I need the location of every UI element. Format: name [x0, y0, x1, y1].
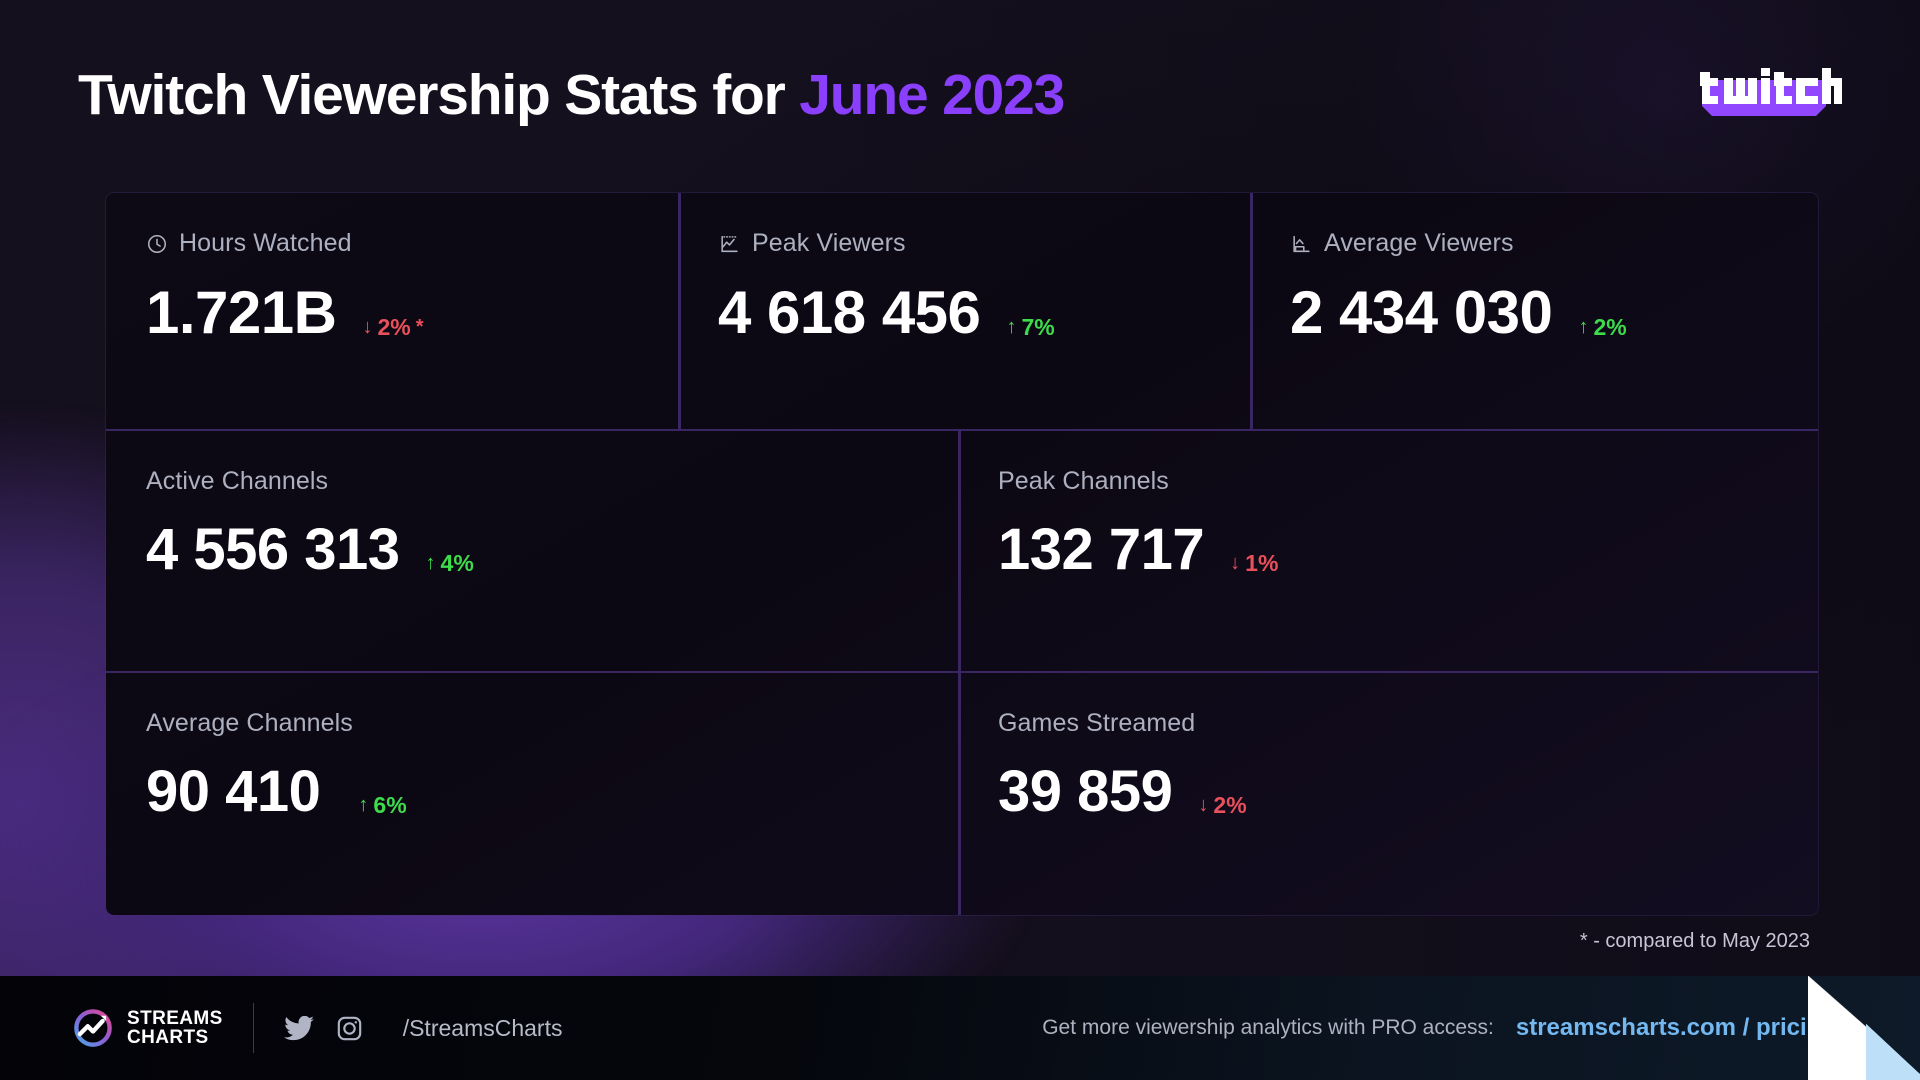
- footer-left-group: STREAMS CHARTS /Stre: [72, 1003, 562, 1053]
- arrow-down-icon: ↓: [1198, 794, 1209, 816]
- stat-value-row: 1.721B ↓ 2% *: [146, 278, 678, 347]
- social-handle[interactable]: /StreamsCharts: [402, 1014, 563, 1041]
- stat-value-row: 39 859 ↓ 2%: [998, 758, 1818, 825]
- stat-label-row: Average Viewers: [1290, 229, 1818, 258]
- page-title-main: Twitch Viewership Stats for: [78, 63, 800, 127]
- divider-horizontal-1: [106, 429, 1818, 431]
- stat-value: 1.721B: [146, 279, 337, 346]
- stat-label-row: Games Streamed: [998, 709, 1818, 738]
- stat-value-row: 2 434 030 ↑ 2%: [1290, 278, 1818, 347]
- stat-delta: ↑ 7%: [1006, 314, 1054, 341]
- stat-label-text: Peak Viewers: [752, 229, 906, 257]
- stat-delta-value: 2%: [1593, 313, 1627, 340]
- streamscharts-logo[interactable]: STREAMS CHARTS: [72, 1007, 223, 1049]
- page-title-period: June 2023: [799, 63, 1065, 127]
- corner-accent-blue: [1866, 1024, 1920, 1080]
- stat-value-row: 90 410 ↑ 6%: [146, 758, 958, 825]
- stat-label-row: Hours Watched: [146, 229, 678, 258]
- stat-delta-value: 2%: [1213, 791, 1247, 818]
- instagram-icon[interactable]: [336, 1015, 363, 1042]
- comparison-footnote: * - compared to May 2023: [1579, 930, 1810, 952]
- stat-value-row: 4 556 313 ↑ 4%: [146, 516, 958, 583]
- stat-label-text: Active Channels: [146, 467, 329, 495]
- arrow-up-icon: ↑: [358, 794, 369, 816]
- streamscharts-wordmark: STREAMS CHARTS: [127, 1007, 223, 1048]
- stat-delta-value: 6%: [373, 791, 407, 818]
- stat-card-hours-watched[interactable]: Hours Watched 1.721B ↓ 2% *: [106, 193, 678, 431]
- stat-delta: ↓ 2%: [1198, 792, 1246, 819]
- stat-card-games-streamed[interactable]: Games Streamed 39 859 ↓ 2%: [958, 673, 1818, 915]
- stat-card-peak-channels[interactable]: Peak Channels 132 717 ↓ 1%: [958, 431, 1818, 673]
- divider-horizontal-2: [106, 671, 1818, 673]
- stat-label-text: Average Viewers: [1324, 229, 1514, 257]
- peak-chart-icon: [718, 233, 741, 255]
- footer-divider: [252, 1003, 254, 1053]
- header: Twitch Viewership Stats for June 2023: [78, 62, 1842, 128]
- clock-icon: [146, 233, 168, 255]
- stats-grid: Hours Watched 1.721B ↓ 2% *: [106, 193, 1818, 915]
- divider-vertical-1: [678, 193, 681, 431]
- stat-delta-value: 2%: [377, 313, 411, 340]
- twitter-icon[interactable]: [283, 1015, 314, 1041]
- divider-vertical-2: [1250, 193, 1253, 431]
- footnote-marker: *: [415, 315, 424, 338]
- stat-card-active-channels[interactable]: Active Channels 4 556 313 ↑ 4%: [106, 431, 958, 673]
- pricing-link[interactable]: streamscharts.com / pricing: [1515, 1014, 1836, 1041]
- arrow-down-icon: ↓: [1230, 552, 1241, 574]
- stats-row-3: Average Channels 90 410 ↑ 6% Games Strea…: [106, 673, 1818, 915]
- stat-label-text: Peak Channels: [998, 467, 1169, 495]
- arrow-up-icon: ↑: [1578, 316, 1589, 338]
- wordmark-line-1: STREAMS: [127, 1007, 223, 1029]
- stat-value: 39 859: [998, 759, 1173, 824]
- divider-vertical-3: [958, 431, 961, 673]
- stat-card-peak-viewers[interactable]: Peak Viewers 4 618 456 ↑ 7%: [678, 193, 1250, 431]
- stat-value: 4 556 313: [146, 517, 400, 582]
- social-links: /StreamsCharts: [283, 1014, 563, 1042]
- stat-label-text: Hours Watched: [179, 229, 352, 257]
- arrow-up-icon: ↑: [425, 552, 436, 574]
- stat-value: 132 717: [998, 517, 1205, 582]
- footer-right-group: Get more viewership analytics with PRO a…: [1042, 1014, 1836, 1042]
- stat-delta: ↓ 1%: [1230, 550, 1278, 577]
- arrow-up-icon: ↑: [1006, 316, 1017, 338]
- stats-row-2: Active Channels 4 556 313 ↑ 4% Peak Chan…: [106, 431, 1818, 673]
- stat-value-row: 132 717 ↓ 1%: [998, 516, 1818, 583]
- streamscharts-logo-icon: [74, 1009, 112, 1047]
- stat-label-row: Peak Channels: [998, 467, 1818, 496]
- stat-label-text: Games Streamed: [998, 709, 1196, 737]
- stat-label-row: Average Channels: [146, 709, 958, 738]
- stat-value-row: 4 618 456 ↑ 7%: [718, 278, 1250, 347]
- stat-value: 4 618 456: [718, 279, 981, 346]
- footer: STREAMS CHARTS /Stre: [0, 976, 1920, 1080]
- twitch-logo: [1690, 66, 1842, 124]
- stats-row-1: Hours Watched 1.721B ↓ 2% *: [106, 193, 1818, 431]
- stat-delta: ↓ 2% *: [362, 314, 423, 341]
- divider-vertical-4: [958, 673, 961, 915]
- arrow-down-icon: ↓: [362, 316, 373, 338]
- stat-delta: ↑ 2%: [1578, 314, 1626, 341]
- stat-delta-value: 4%: [440, 549, 474, 576]
- stat-delta: ↑ 4%: [426, 550, 474, 577]
- stat-card-average-viewers[interactable]: Average Viewers 2 434 030 ↑ 2%: [1250, 193, 1818, 431]
- page-title: Twitch Viewership Stats for June 2023: [78, 62, 1065, 128]
- stat-delta: ↑ 6%: [358, 792, 406, 819]
- stat-value: 90 410: [146, 759, 321, 824]
- twitch-logo-icon: [1700, 68, 1842, 116]
- wordmark-line-2: CHARTS: [127, 1027, 209, 1048]
- stat-label-text: Average Channels: [146, 709, 353, 737]
- stat-card-average-channels[interactable]: Average Channels 90 410 ↑ 6%: [106, 673, 958, 915]
- stat-delta-value: 7%: [1021, 313, 1055, 340]
- stat-label-row: Peak Viewers: [718, 229, 1250, 258]
- stat-value: 2 434 030: [1290, 279, 1553, 346]
- average-chart-icon: [1290, 233, 1313, 255]
- promo-text: Get more viewership analytics with PRO a…: [1042, 1016, 1494, 1039]
- stat-delta-value: 1%: [1245, 549, 1279, 576]
- stat-label-row: Active Channels: [146, 467, 958, 496]
